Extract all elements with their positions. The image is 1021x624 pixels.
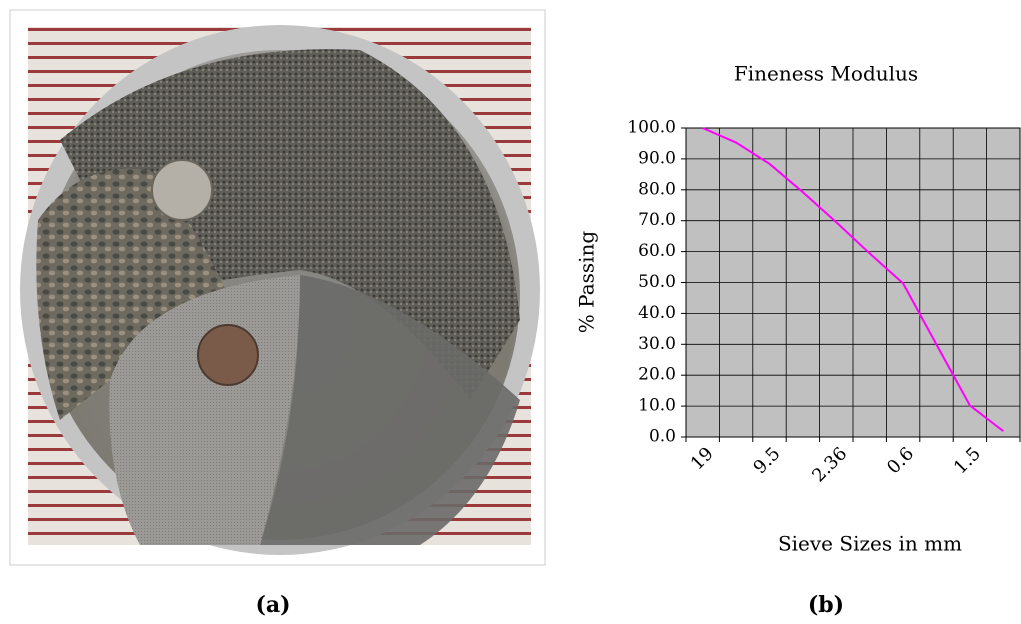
- photo: [10, 10, 545, 565]
- y-tick-label: 40.0: [638, 303, 676, 323]
- y-tick-label: 10.0: [638, 396, 676, 416]
- caption: (b): [808, 592, 844, 618]
- y-tick-label: 60.0: [638, 241, 676, 261]
- x-tick-label: 19: [687, 443, 718, 474]
- y-tick-label: 100.0: [627, 118, 676, 138]
- x-tick-label: 9.5: [749, 443, 784, 478]
- y-tick-label: 90.0: [638, 148, 676, 168]
- y-tick-label: 30.0: [638, 334, 676, 354]
- figure: (a) (b) Fineness Modulus Sieve Sizes in …: [0, 0, 1021, 624]
- x-tick-label: 1.5: [950, 443, 985, 478]
- y-axis-label: % Passing: [575, 231, 599, 334]
- x-tick-label: 0.6: [883, 443, 918, 478]
- y-tick-label: 70.0: [638, 210, 676, 230]
- x-tick-label: 2.36: [808, 443, 851, 486]
- chart-title: Fineness Modulus: [734, 62, 918, 86]
- y-tick-label: 20.0: [638, 365, 676, 385]
- y-tick-label: 80.0: [638, 179, 676, 199]
- y-tick-label: 50.0: [638, 272, 676, 292]
- caption: (a): [255, 592, 290, 618]
- x-axis-label: Sieve Sizes in mm: [778, 532, 962, 556]
- y-tick-label: 0.0: [649, 427, 676, 447]
